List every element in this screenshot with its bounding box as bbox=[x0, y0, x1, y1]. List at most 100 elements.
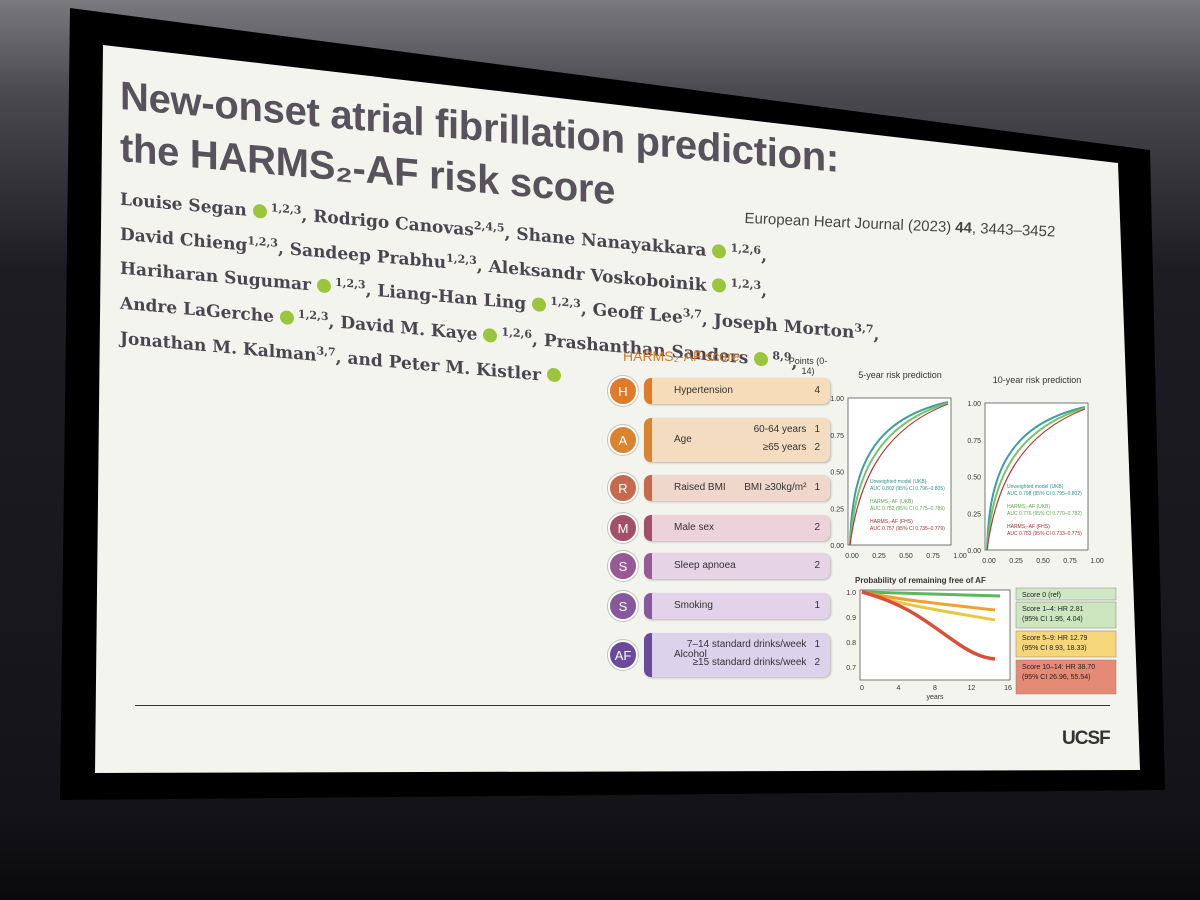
roc-y-tick: 0.25 bbox=[967, 511, 981, 518]
roc-title: 5-year risk prediction bbox=[858, 370, 942, 380]
km-y-tick: 0.8 bbox=[846, 640, 856, 647]
roc-curve bbox=[986, 408, 1086, 551]
model-auc: AUC 0.776 (95% CI 0.770–0.782) bbox=[1007, 511, 1082, 517]
criterion-label: BMI ≥30kg/m² bbox=[744, 482, 807, 493]
model-name: Unweighted model (UKB) bbox=[870, 479, 927, 485]
km-x-tick: 4 bbox=[897, 685, 901, 692]
letter-badge: M bbox=[608, 513, 638, 543]
points: 1 bbox=[814, 482, 820, 493]
roc-y-tick: 1.00 bbox=[830, 396, 844, 403]
letter-badge: AF bbox=[608, 640, 638, 670]
roc-x-tick: 0.50 bbox=[899, 553, 913, 560]
criterion-label: 7–14 standard drinks/week bbox=[686, 639, 807, 650]
factor-pill: Male sex 2 bbox=[644, 515, 830, 541]
points: 2 bbox=[814, 560, 820, 571]
group-ci: (95% CI 26.96, 55.54) bbox=[1022, 674, 1091, 681]
points: 2 bbox=[814, 522, 820, 533]
legend-box bbox=[1015, 659, 1117, 695]
km-y-tick: 0.9 bbox=[846, 615, 856, 622]
group-label: Score 1–4: HR 2.81 bbox=[1022, 606, 1084, 613]
roc-curve bbox=[849, 403, 949, 546]
model-auc: AUC 0.753 (95% CI 0.733–0.775) bbox=[1007, 531, 1082, 537]
factor-pill: Sleep apnoea 2 bbox=[644, 553, 830, 579]
factor-pill: Alcohol 7–14 standard drinks/week 1 ≥15 sta… bbox=[644, 633, 830, 677]
factor-pill: Smoking 1 bbox=[644, 593, 830, 619]
group-label: Score 0 (ref) bbox=[1022, 592, 1061, 599]
criterion-label: ≥65 years bbox=[762, 442, 807, 453]
km-curve bbox=[861, 590, 996, 661]
factor-label: Hypertension bbox=[674, 385, 733, 396]
legend-box bbox=[1015, 601, 1117, 629]
factor-label: Raised BMI bbox=[674, 482, 726, 493]
roc-x-tick: 0.75 bbox=[926, 553, 940, 560]
km-y-tick: 0.7 bbox=[846, 665, 856, 672]
roc-x-tick: 1.00 bbox=[953, 553, 967, 560]
model-auc: AUC 0.757 (95% CI 0.735–0.779) bbox=[870, 526, 945, 532]
roc-title: 10-year risk prediction bbox=[993, 375, 1082, 385]
score-row: R Raised BMI BMI ≥30kg/m² 1 bbox=[608, 473, 830, 503]
criterion-label: ≥15 standard drinks/week bbox=[692, 657, 807, 668]
points-header: Points (0-14) bbox=[788, 356, 828, 376]
criterion-label: 60-64 years bbox=[753, 424, 807, 435]
criterion: 7–14 standard drinks/week 1 bbox=[687, 639, 820, 650]
logo: UCSF bbox=[1062, 728, 1111, 749]
letter-badge: H bbox=[608, 376, 638, 406]
criterion: 2 bbox=[814, 560, 820, 571]
criterion: 60-64 years 1 bbox=[754, 424, 820, 435]
km-x-tick: 16 bbox=[1004, 685, 1012, 692]
criterion: 2 bbox=[814, 522, 820, 533]
letter-badge: S bbox=[608, 591, 638, 621]
roc-x-tick: 0.25 bbox=[1009, 558, 1023, 565]
score-row: H Hypertension 4 bbox=[608, 376, 830, 406]
score-row: A Age 60-64 years 1 ≥65 years 2 bbox=[608, 418, 830, 462]
model-auc: AUC 0.798 (95% CI 0.795–0.802) bbox=[1007, 491, 1082, 497]
factor-label: Alcohol bbox=[674, 649, 707, 660]
factor-label: Male sex bbox=[674, 522, 715, 533]
roc-x-tick: 0.75 bbox=[1063, 558, 1077, 565]
roc-curve bbox=[849, 402, 949, 546]
points: 2 bbox=[814, 657, 820, 668]
model-name: HARMS₂-AF (UKB) bbox=[870, 499, 913, 505]
points: 4 bbox=[814, 385, 820, 396]
points: 1 bbox=[814, 639, 820, 650]
roc-curve bbox=[986, 407, 1086, 551]
factor-label: Age bbox=[674, 434, 692, 445]
model-auc: AUC 0.802 (95% CI 0.796–0.805) bbox=[870, 486, 945, 492]
km-x-label: years bbox=[926, 694, 944, 701]
km-title: Probability of remaining free of AF bbox=[855, 576, 986, 585]
roc-y-tick: 1.00 bbox=[967, 401, 981, 408]
model-name: HARMS₂-AF (FHS) bbox=[870, 519, 913, 525]
roc-x-tick: 0.50 bbox=[1036, 558, 1050, 565]
factor-label: Sleep apnoea bbox=[674, 560, 736, 571]
roc-x-tick: 0.00 bbox=[982, 558, 996, 565]
model-name: HARMS₂-AF (UKB) bbox=[1007, 504, 1050, 510]
points: 2 bbox=[814, 442, 820, 453]
group-ci: (95% CI 8.93, 18.33) bbox=[1022, 645, 1087, 652]
points: 1 bbox=[814, 424, 820, 435]
roc-y-tick: 0.00 bbox=[830, 543, 844, 550]
roc-y-tick: 0.50 bbox=[967, 475, 981, 482]
km-x-tick: 0 bbox=[860, 685, 864, 692]
roc-y-tick: 0.25 bbox=[830, 506, 844, 513]
legend-box bbox=[1015, 630, 1117, 658]
letter-badge: R bbox=[608, 473, 638, 503]
model-name: Unweighted model (UKB) bbox=[1007, 484, 1064, 490]
points: 1 bbox=[814, 600, 820, 611]
criterion: BMI ≥30kg/m² 1 bbox=[744, 482, 820, 493]
roc-y-tick: 0.75 bbox=[830, 433, 844, 440]
factor-pill: Raised BMI BMI ≥30kg/m² 1 bbox=[644, 475, 830, 501]
group-label: Score 10–14: HR 38.70 bbox=[1022, 664, 1095, 671]
model-auc: AUC 0.782 (95% CI 0.775–0.789) bbox=[870, 506, 945, 512]
factor-label: Smoking bbox=[674, 600, 713, 611]
criterion: 4 bbox=[814, 385, 820, 396]
score-row: S Sleep apnoea 2 bbox=[608, 551, 830, 581]
criterion: ≥15 standard drinks/week 2 bbox=[693, 657, 820, 668]
letter-badge: S bbox=[608, 551, 638, 581]
roc-y-tick: 0.00 bbox=[967, 548, 981, 555]
criterion: ≥65 years 2 bbox=[763, 442, 820, 453]
score-row: AF Alcohol 7–14 standard drinks/week 1 ≥15 s… bbox=[608, 633, 830, 677]
letter-badge: A bbox=[608, 425, 638, 455]
roc-x-tick: 1.00 bbox=[1090, 558, 1104, 565]
